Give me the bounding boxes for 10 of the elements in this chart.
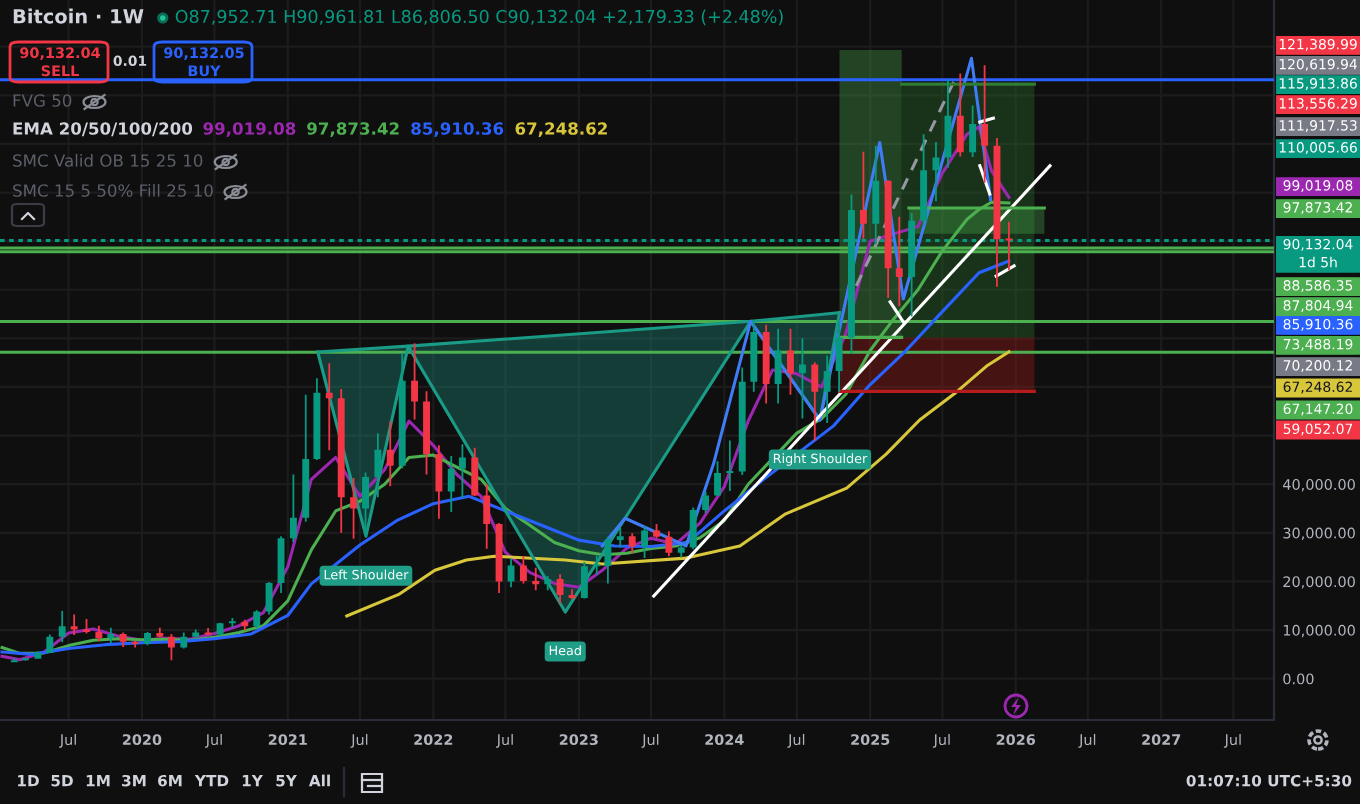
- annotation: 67,248.62: [515, 122, 607, 137]
- annotation: SMC 15 5 50% Fill 25 10: [13, 183, 213, 197]
- annotation: FVG 50: [13, 94, 72, 107]
- chart-subtitle: O87,952.71 H90,961.81 L86,806.50 C90,132.04 +2,179.33 (+2.48%): [175, 9, 783, 26]
- annotation: EMA 20/50/100/200: [13, 122, 193, 137]
- annotation: SMC Valid OB 15 25 10: [13, 153, 203, 167]
- annotation: 97,873.42: [307, 122, 399, 137]
- annotation: 99,019.08: [203, 122, 296, 137]
- chart-title: Bitcoin · 1W: [13, 8, 144, 24]
- annotation: 85,910.36: [411, 122, 504, 137]
